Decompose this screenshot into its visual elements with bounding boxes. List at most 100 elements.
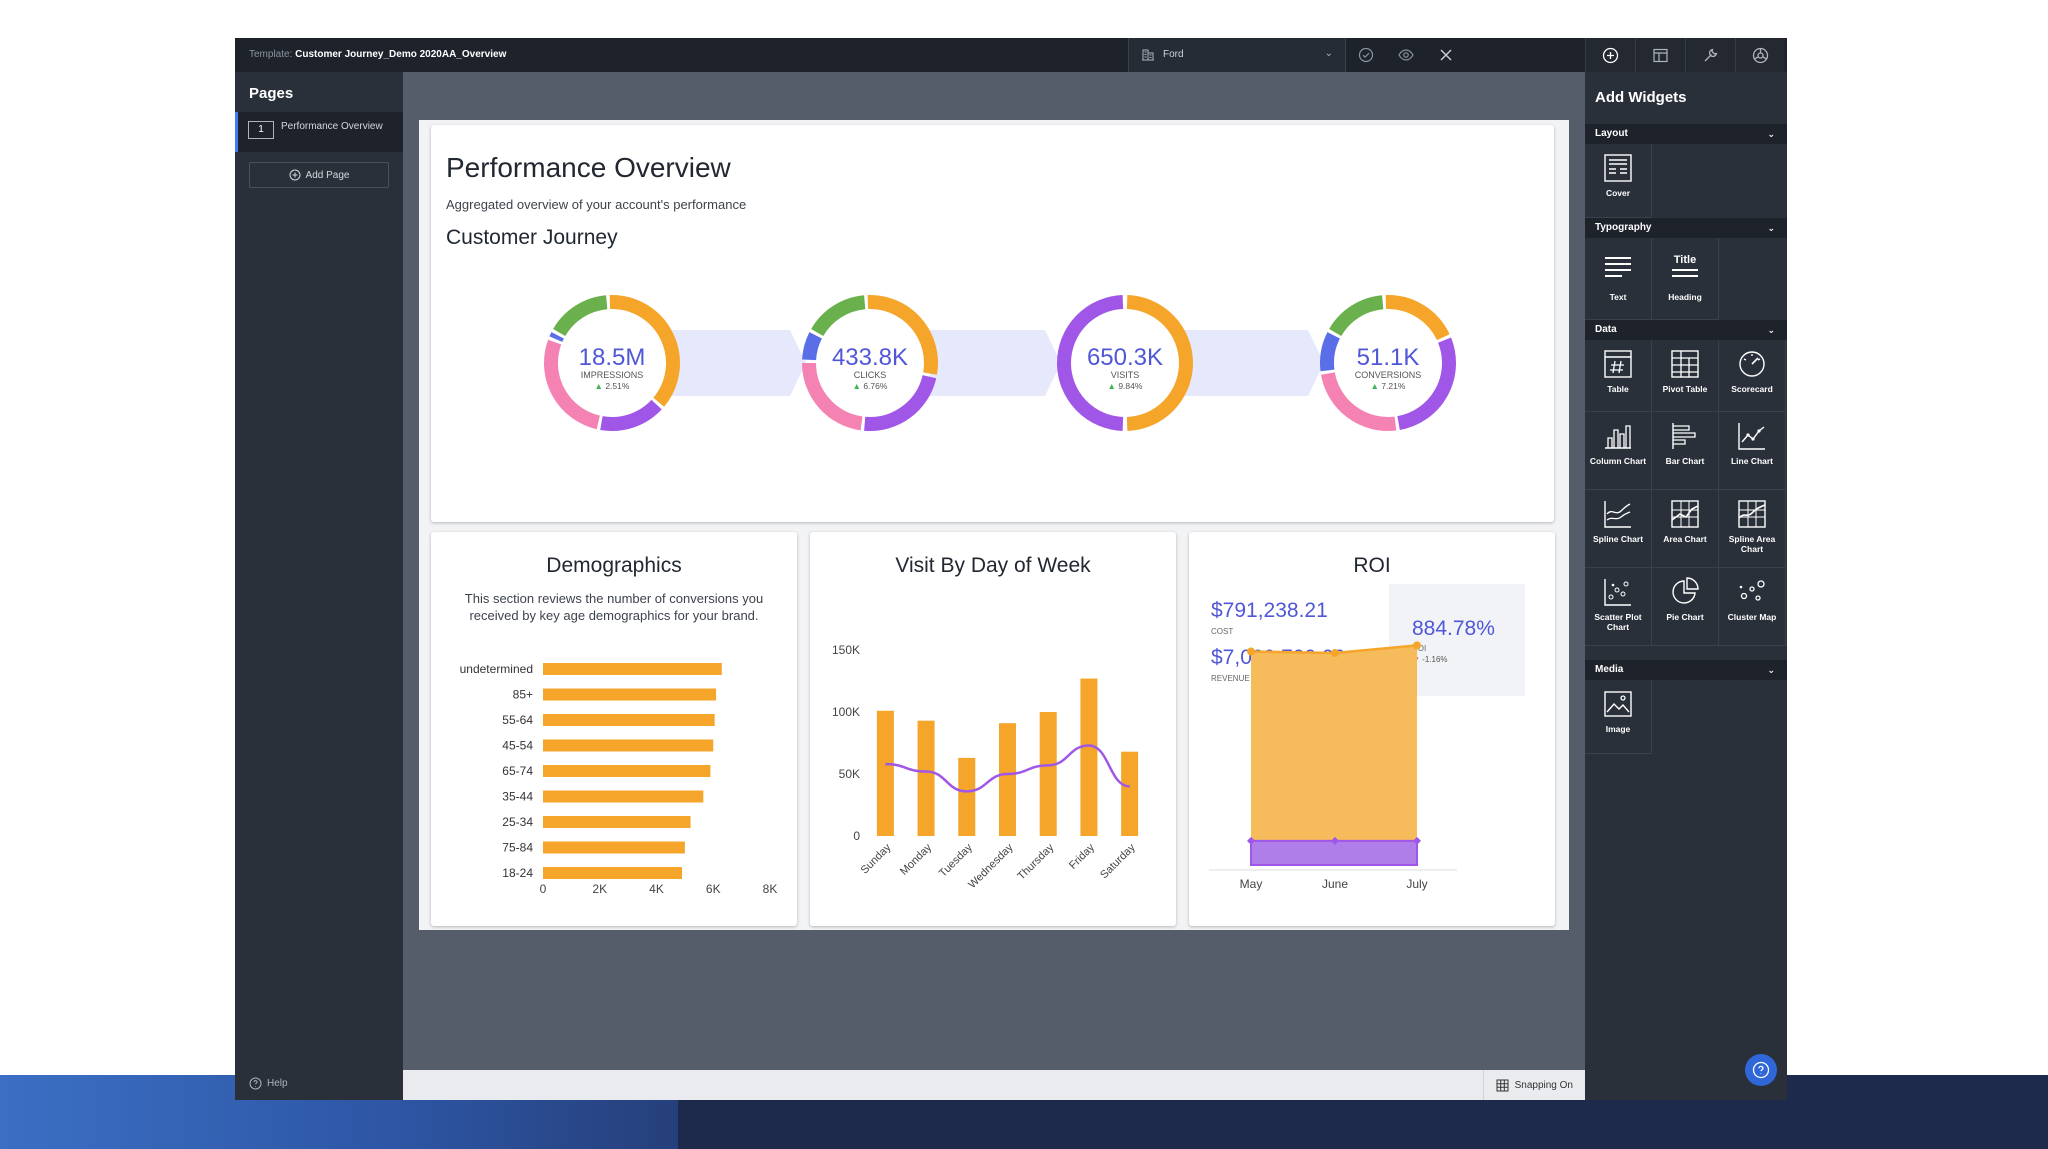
- x-tick-label: June: [1322, 877, 1348, 891]
- cost-point: [1331, 836, 1339, 845]
- visits-title: Visit By Day of Week: [895, 554, 1091, 577]
- section-media-header[interactable]: Media ⌄: [1585, 660, 1787, 680]
- widgets-panel: Add Widgets Layout ⌄ Cover Typography ⌄ Te…: [1585, 72, 1787, 1100]
- widget-label: Image: [1605, 724, 1631, 734]
- section-data-header[interactable]: Data ⌄: [1585, 320, 1787, 340]
- section-typography-header[interactable]: Typography ⌄: [1585, 218, 1787, 238]
- column-bar: [999, 723, 1016, 836]
- section-layout-header[interactable]: Layout ⌄: [1585, 124, 1787, 144]
- roi-cost-label: COST: [1211, 627, 1234, 636]
- x-tick-label: 0: [540, 882, 547, 896]
- preview-button[interactable]: [1386, 38, 1426, 72]
- widget-bar-chart[interactable]: Bar Chart: [1652, 412, 1719, 490]
- demographics-widget[interactable]: Demographics This section reviews the nu…: [431, 532, 797, 926]
- chevron-down-icon: ⌄: [1324, 48, 1333, 59]
- up-arrow-icon: ▲: [853, 381, 861, 391]
- section-typography-label: Typography: [1595, 222, 1652, 233]
- heading-icon: Title: [1672, 254, 1698, 277]
- up-arrow-icon: ▲: [595, 381, 603, 391]
- page-number: 1: [248, 121, 274, 139]
- widget-spline-area-chart[interactable]: Spline Area Chart: [1719, 490, 1786, 568]
- widget-label: Column Chart: [1589, 456, 1647, 466]
- widget-area-chart[interactable]: Area Chart: [1652, 490, 1719, 568]
- journey-change-value: 7.21%: [1379, 381, 1406, 391]
- demographics-description: This section reviews the number of conve…: [464, 591, 764, 623]
- add-page-label: Add Page: [305, 169, 350, 181]
- status-bar: Snapping On: [403, 1070, 1585, 1100]
- building-icon: [1142, 49, 1154, 61]
- image-icon: [1604, 691, 1632, 717]
- account-selector[interactable]: Ford ⌄: [1128, 38, 1346, 72]
- widget-cluster-map[interactable]: Cluster Map: [1719, 568, 1786, 646]
- x-tick-label: 4K: [649, 882, 664, 896]
- journey-change-value: 6.76%: [861, 381, 888, 391]
- layout-tab[interactable]: [1635, 38, 1685, 72]
- check-circle-icon: [1358, 47, 1374, 63]
- widget-image[interactable]: Image: [1585, 680, 1652, 754]
- column-bar: [917, 720, 935, 836]
- add-widget-tab[interactable]: [1585, 38, 1635, 72]
- widget-label: Heading: [1668, 292, 1702, 302]
- widget-label: Area Chart: [1663, 534, 1707, 544]
- add-page-button[interactable]: Add Page: [249, 162, 389, 188]
- donut-segment: [1385, 295, 1450, 341]
- snapping-toggle[interactable]: Snapping On: [1482, 1070, 1585, 1100]
- widget-heading[interactable]: Title Heading: [1652, 238, 1719, 320]
- widget-text[interactable]: Text: [1585, 238, 1652, 320]
- widget-pivot-table[interactable]: Pivot Table: [1652, 340, 1719, 412]
- widget-table[interactable]: Table: [1585, 340, 1652, 412]
- visit-by-day-widget[interactable]: Visit By Day of Week 0 50K 100K 150K Sunday M…: [810, 532, 1176, 926]
- app-window: Template: Customer Journey_Demo 2020AA_O…: [235, 38, 1787, 1100]
- bar: [543, 765, 711, 777]
- widget-column-chart[interactable]: Column Chart: [1585, 412, 1652, 490]
- x-tick-label: Monday: [898, 841, 935, 878]
- settings-tab[interactable]: [1685, 38, 1735, 72]
- x-tick-label: Wednesday: [966, 841, 1016, 891]
- y-tick-label: 100K: [832, 705, 860, 719]
- donut-segment: [609, 295, 680, 407]
- widget-line-chart[interactable]: Line Chart: [1719, 412, 1786, 490]
- widget-cover[interactable]: Cover: [1585, 144, 1652, 218]
- x-tick-label: Friday: [1067, 841, 1097, 871]
- report-canvas: Performance Overview Aggregated overview…: [403, 72, 1585, 1100]
- journey-value: 51.1K: [1357, 344, 1420, 371]
- layout-icon: [1653, 48, 1668, 62]
- bar: [543, 739, 714, 752]
- widget-pie-chart[interactable]: Pie Chart: [1652, 568, 1719, 646]
- widget-label: Bar Chart: [1665, 456, 1705, 466]
- donut-segment: [811, 295, 866, 337]
- report-subtitle: Aggregated overview of your account's pe…: [446, 197, 747, 212]
- category-label: 85+: [513, 688, 533, 702]
- column-chart-icon: [1605, 425, 1631, 449]
- page-item-performance-overview[interactable]: 1 Performance Overview: [235, 112, 403, 152]
- check-button[interactable]: [1346, 38, 1386, 72]
- widget-scorecard[interactable]: Scorecard: [1719, 340, 1786, 412]
- snapping-label: Snapping On: [1514, 1079, 1573, 1091]
- x-tick-label: Tuesday: [937, 841, 975, 879]
- widget-spline-chart[interactable]: Spline Chart: [1585, 490, 1652, 568]
- template-label: Template:: [249, 49, 293, 60]
- widget-scatter-plot-chart[interactable]: Scatter Plot Chart: [1585, 568, 1652, 646]
- theme-tab[interactable]: [1735, 38, 1785, 72]
- chat-help-button[interactable]: [1745, 1054, 1777, 1086]
- donut-segment: [802, 362, 863, 431]
- roi-widget[interactable]: ROI $791,238.21 COST $7,000,700.00 REVEN…: [1189, 532, 1555, 926]
- widget-label: Line Chart: [1730, 456, 1774, 466]
- cost-point: [1413, 836, 1421, 845]
- widget-label: Cluster Map: [1727, 612, 1777, 622]
- help-link[interactable]: Help: [249, 1077, 288, 1090]
- customer-journey-widget[interactable]: Performance Overview Aggregated overview…: [431, 125, 1554, 522]
- template-name[interactable]: Customer Journey_Demo 2020AA_Overview: [295, 49, 507, 60]
- donut-segment: [867, 295, 938, 375]
- cluster-map-icon: [1739, 580, 1765, 601]
- category-label: 55-64: [502, 713, 533, 727]
- journey-value: 650.3K: [1087, 344, 1163, 371]
- bar: [543, 688, 717, 701]
- category-label: 25-34: [502, 815, 533, 829]
- close-button[interactable]: [1426, 38, 1466, 72]
- widget-label: Cover: [1605, 188, 1631, 198]
- journey-change: ▲ 6.76%: [853, 381, 888, 391]
- roi-area-chart: May June July: [1209, 641, 1457, 891]
- chevron-down-icon: ⌄: [1767, 223, 1775, 233]
